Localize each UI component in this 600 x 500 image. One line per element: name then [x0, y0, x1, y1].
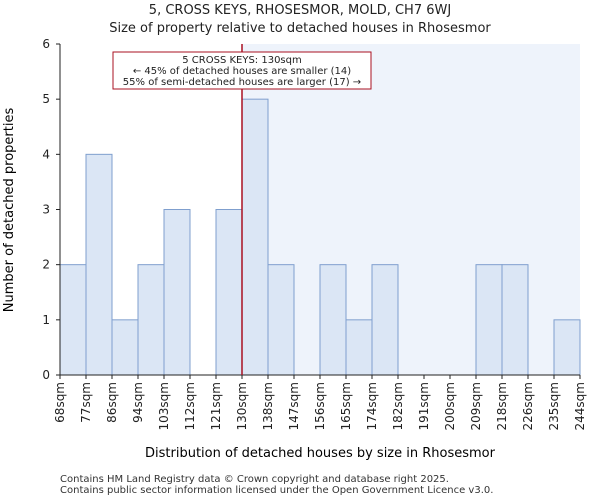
x-tick-label: 121sqm [209, 382, 223, 430]
bar-94sqm [137, 264, 165, 376]
bar-121sqm [215, 209, 243, 376]
x-tick-label: 165sqm [339, 382, 353, 430]
x-tick-label: 86sqm [105, 382, 119, 423]
chart-title: 5, CROSS KEYS, RHOSESMOR, MOLD, CH7 6WJ [148, 3, 452, 18]
y-tick-label: 1 [42, 313, 50, 327]
annotation-box [112, 51, 372, 90]
x-tick-label: 191sqm [417, 382, 431, 430]
y-axis-label: Number of detached properties [2, 108, 17, 313]
bar-235sqm [553, 319, 581, 376]
bar-165sqm [345, 319, 373, 376]
footer-licence: Contains public sector information licen… [60, 485, 494, 496]
bars-group [59, 98, 581, 376]
footer-copyright: Contains HM Land Registry data © Crown c… [60, 474, 449, 485]
y-tick-label: 4 [42, 147, 50, 161]
y-axis: 0 1 2 3 4 5 6 [42, 37, 61, 382]
bar-209sqm [475, 264, 503, 376]
bar-130sqm [241, 98, 269, 376]
chart-area: 0 1 2 3 4 5 6 68sqm 77sqm 86sqm 94sqm 103sqm 112sqm… [2, 37, 587, 461]
x-tick-label: 68sqm [53, 382, 67, 423]
bar-86sqm [111, 319, 139, 376]
x-tick-label: 235sqm [547, 382, 561, 430]
bar-156sqm [319, 264, 347, 376]
x-axis: 68sqm 77sqm 86sqm 94sqm 103sqm 112sqm 121sqm 13… [53, 374, 587, 430]
annotation-larger-text: 55% of semi-detached houses are larger (… [123, 77, 361, 88]
bar-77sqm [85, 153, 113, 376]
x-tick-label: 103sqm [157, 382, 171, 430]
x-tick-label: 130sqm [235, 382, 249, 430]
x-tick-label: 147sqm [287, 382, 301, 430]
chart-subtitle: Size of property relative to detached ho… [109, 21, 491, 36]
x-tick-label: 218sqm [495, 382, 509, 430]
x-tick-label: 226sqm [521, 382, 535, 430]
x-tick-label: 112sqm [183, 382, 197, 430]
bar-174sqm [371, 264, 399, 376]
x-tick-label: 138sqm [261, 382, 275, 430]
x-tick-label: 244sqm [573, 382, 587, 430]
bar-68sqm [59, 264, 87, 376]
x-tick-label: 156sqm [313, 382, 327, 430]
x-tick-label: 209sqm [469, 382, 483, 430]
x-tick-label: 77sqm [79, 382, 93, 423]
y-tick-label: 0 [42, 368, 50, 382]
y-tick-label: 5 [42, 92, 50, 106]
y-tick-label: 6 [42, 37, 50, 51]
x-axis-label: Distribution of detached houses by size … [145, 446, 496, 461]
x-tick-label: 182sqm [391, 382, 405, 430]
y-tick-label: 2 [42, 258, 50, 272]
bar-138sqm [267, 264, 295, 376]
y-tick-label: 3 [42, 203, 50, 217]
x-tick-label: 200sqm [443, 382, 457, 430]
annotation-smaller-text: ← 45% of detached houses are smaller (14… [133, 66, 351, 77]
annotation-label: 5 CROSS KEYS: 130sqm [182, 55, 301, 66]
bar-103sqm [163, 209, 191, 376]
bar-218sqm [501, 264, 529, 376]
x-tick-label: 174sqm [365, 382, 379, 430]
x-tick-label: 94sqm [131, 382, 145, 423]
